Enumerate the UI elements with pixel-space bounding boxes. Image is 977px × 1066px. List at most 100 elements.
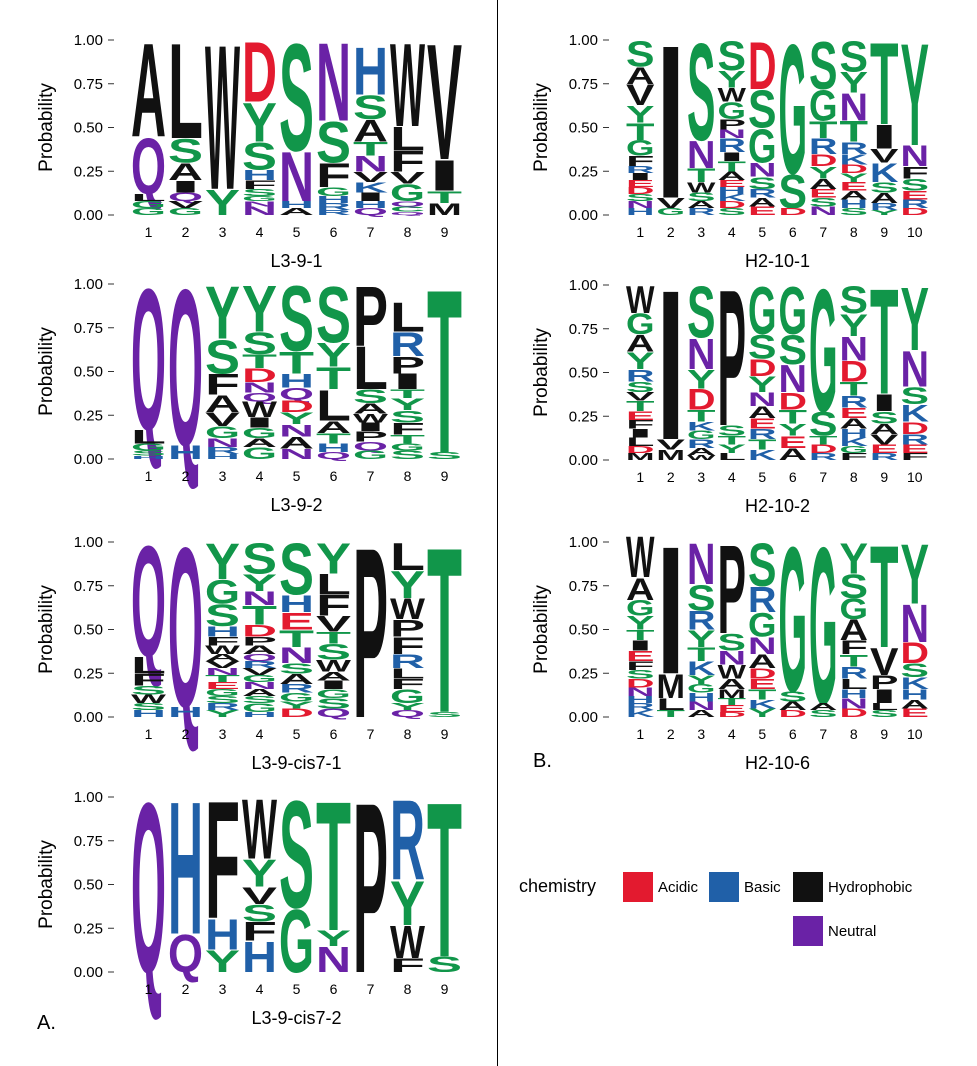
logo-letter-s: S (870, 179, 899, 195)
logo-letter-t: T (657, 709, 686, 720)
logo-letter-t: T (809, 116, 838, 143)
logo-letter-a: A (626, 330, 655, 357)
logo-letter-n: N (718, 647, 747, 668)
logo-letter-e: E (901, 443, 930, 456)
logo-letter-y: Y (718, 443, 747, 456)
logo-letter-q: Q (316, 450, 351, 461)
logo-letter-i: I (626, 172, 655, 183)
logo-letter-i: I (657, 245, 686, 484)
logo-letter-n: N (779, 357, 808, 401)
x-position-label: 1 (636, 726, 644, 742)
logo-letter-s: S (718, 629, 747, 656)
legend-item-acidic: Acidic (623, 872, 698, 902)
logo-letter-p: P (390, 352, 425, 379)
logo-letter-s: S (809, 196, 838, 209)
x-position-label: 4 (728, 224, 736, 240)
logo-letter-d: D (840, 355, 869, 388)
y-tick-label: 0.00 (74, 709, 103, 726)
logo-letter-i: I (626, 427, 655, 440)
logo-letter-v: V (657, 195, 686, 211)
logo-letter-l: L (131, 652, 166, 679)
logo-letter-t: T (779, 406, 808, 427)
logo-letter-a: A (279, 671, 314, 687)
logo-letter-a: A (718, 676, 747, 692)
logo-letter-t: T (427, 187, 463, 206)
logo-column-7: P (353, 753, 388, 1024)
logo-letter-e: E (779, 433, 808, 452)
logo-letter-g: G (779, 273, 808, 349)
logo-letter-a: A (279, 433, 314, 452)
logo-letter-g: G (748, 273, 777, 349)
x-position-label: 3 (219, 224, 227, 240)
logo-letter-w: W (316, 656, 352, 675)
logo-letter-f: F (390, 676, 425, 692)
y-tick-label: 0.75 (74, 320, 103, 337)
logo-letter-s: S (626, 379, 655, 395)
logo-letter-v: V (353, 169, 389, 185)
logo-letter-e: E (809, 187, 838, 200)
logo-letter-a: A (205, 652, 240, 663)
y-tick-label: 0.50 (74, 622, 103, 639)
logo-panel-l3-9-2: Probability 0.00 0.25 0.50 0.75 1.00 Q L G S H 1 Q H 2… (30, 240, 470, 522)
legend-swatch-basic (709, 872, 739, 902)
logo-letter-e: E (626, 179, 655, 190)
logo-letter-p: P (718, 116, 747, 132)
y-tick-label: 0.25 (74, 163, 103, 180)
logo-letter-r: R (901, 431, 930, 447)
logo-letter-y: Y (901, 269, 930, 370)
x-position-label: 7 (367, 981, 375, 997)
logo-letter-s: S (279, 529, 314, 611)
logo-letter-y: Y (687, 673, 716, 686)
logo-letter-a: A (840, 189, 869, 202)
logo-letter-m: M (657, 447, 686, 463)
y-tick-label: 0.25 (569, 163, 598, 180)
logo-letter-t: T (748, 687, 777, 703)
logo-letter-s: S (427, 710, 462, 718)
x-position-label: 8 (404, 468, 412, 484)
logo-column-2: IVM (657, 245, 686, 484)
logo-letter-v: V (870, 431, 899, 447)
logo-letter-p: P (353, 498, 388, 769)
logo-letter-k: K (626, 709, 655, 720)
x-position-label: 5 (293, 468, 301, 484)
logo-letter-t: T (870, 515, 899, 678)
logo-column-3: FHY (205, 766, 240, 979)
logo-letter-s: S (687, 15, 716, 169)
logo-letter-h: H (626, 207, 655, 218)
logo-letter-y: Y (316, 534, 351, 583)
logo-letter-p: P (718, 249, 747, 466)
legend-item-hydrophobic: Hydrophobic (793, 872, 912, 902)
logo-letter-s: S (353, 385, 388, 407)
logo-letter-q: Q (131, 121, 166, 211)
logo-letter-l: L (390, 665, 425, 681)
logo-letter-q: Q (242, 390, 277, 404)
logo-title-l3-9-2: L3-9-2 (270, 495, 322, 515)
logo-letter-s: S (718, 423, 747, 439)
logo-letter-g: G (687, 429, 716, 442)
logo-column-6: TYN (316, 762, 351, 980)
logo-letter-d: D (687, 383, 716, 416)
x-position-label: 3 (219, 468, 227, 484)
logo-letter-l: L (316, 381, 351, 430)
logo-letter-s: S (279, 268, 314, 371)
logo-letter-e: E (718, 179, 747, 190)
x-position-label: 4 (256, 981, 264, 997)
logo-letter-g: G (809, 254, 838, 450)
logo-letter-s: S (626, 33, 655, 74)
logo-letter-g: G (779, 504, 808, 735)
logo-letter-t: T (242, 350, 277, 372)
legend-swatch-acidic (623, 872, 653, 902)
logo-letter-y: Y (279, 408, 314, 427)
logo-letter-y: Y (205, 533, 240, 590)
logo-letter-s: S (840, 567, 869, 606)
x-position-label: 2 (182, 468, 190, 484)
logo-letter-s: S (131, 683, 166, 697)
